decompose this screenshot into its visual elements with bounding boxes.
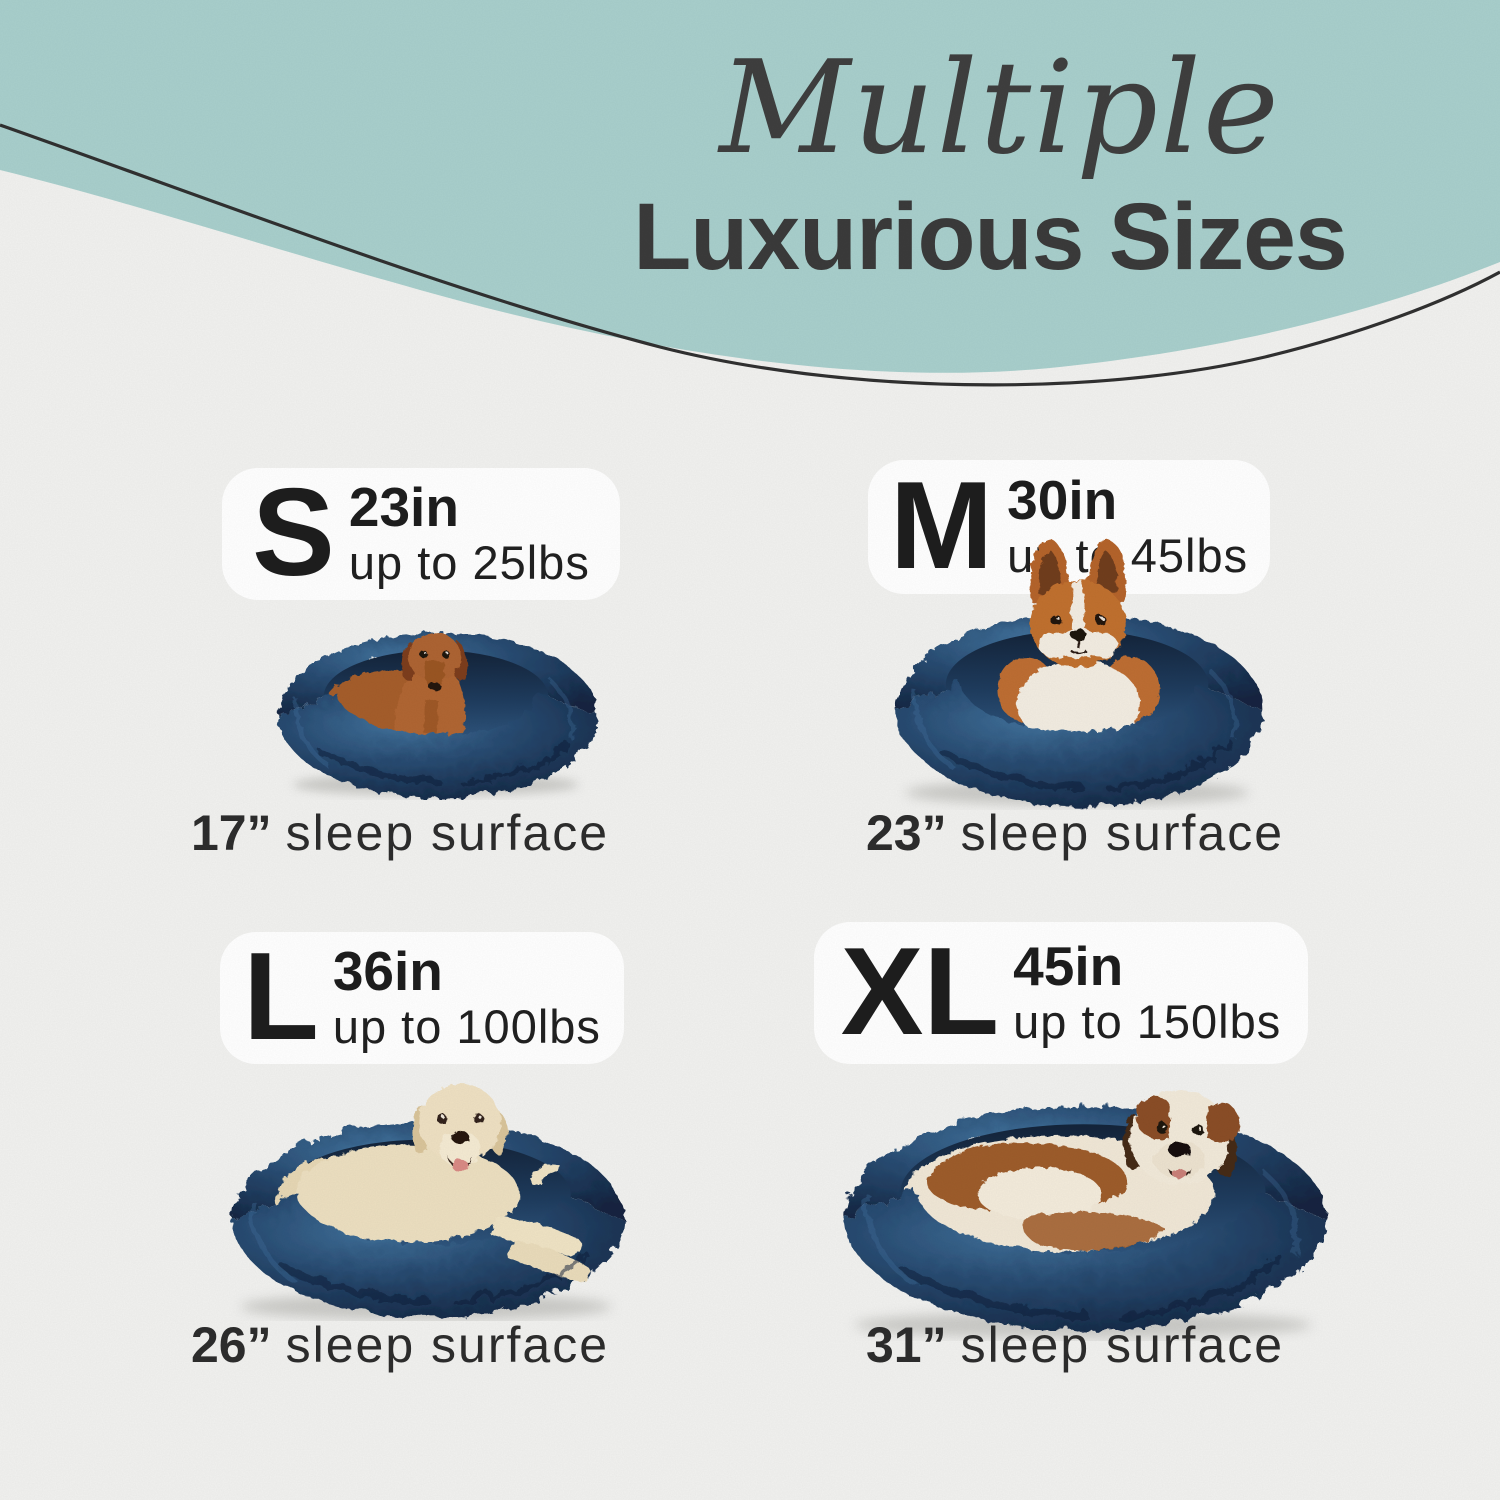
caption-m: 23” sleep surface [805, 804, 1345, 862]
size-letter-l: L [243, 928, 319, 1067]
caption-l: 26” sleep surface [130, 1316, 670, 1374]
sleep-surface-label-xl: sleep surface [960, 1317, 1284, 1373]
photo-dachshund-in-navy-donut-bed [276, 630, 596, 797]
size-dimension-l: 36in [332, 939, 443, 1002]
size-specs-s: 23in up to 25lbs [348, 475, 590, 590]
size-badge-s: S 23in up to 25lbs [222, 468, 620, 600]
size-specs-xl: 45in up to 150lbs [1013, 934, 1281, 1049]
sleep-surface-label-m: sleep surface [960, 805, 1284, 861]
size-letter-s: S [252, 464, 335, 603]
photo-golden-retriever-in-navy-donut-bed [230, 1082, 622, 1320]
sleep-surface-label-s: sleep surface [285, 805, 609, 861]
caption-xl: 31” sleep surface [805, 1316, 1345, 1374]
title-bold: Luxurious Sizes [633, 184, 1348, 290]
sleep-surface-inches-xl: 31” [865, 1317, 947, 1373]
caption-s: 17” sleep surface [130, 804, 670, 862]
photo-corgi-in-navy-donut-bed [893, 537, 1261, 806]
sleep-surface-inches-m: 23” [865, 805, 947, 861]
size-weight-l: up to 100lbs [332, 1000, 601, 1054]
size-letter-xl: XL [840, 923, 1000, 1062]
photo-saint-bernard-in-navy-donut-bed [842, 1089, 1324, 1338]
size-dimension-xl: 45in [1013, 934, 1124, 997]
sleep-surface-label-l: sleep surface [285, 1317, 609, 1373]
size-specs-l: 36in up to 100lbs [332, 939, 601, 1054]
sleep-surface-inches-l: 26” [190, 1317, 272, 1373]
sleep-surface-inches-s: 17” [190, 805, 272, 861]
size-badge-l: L 36in up to 100lbs [220, 932, 624, 1064]
size-dimension-s: 23in [348, 475, 459, 538]
size-dimension-m: 30in [1007, 468, 1118, 531]
title-script: Multiple [719, 34, 1281, 183]
size-weight-s: up to 25lbs [348, 536, 590, 590]
